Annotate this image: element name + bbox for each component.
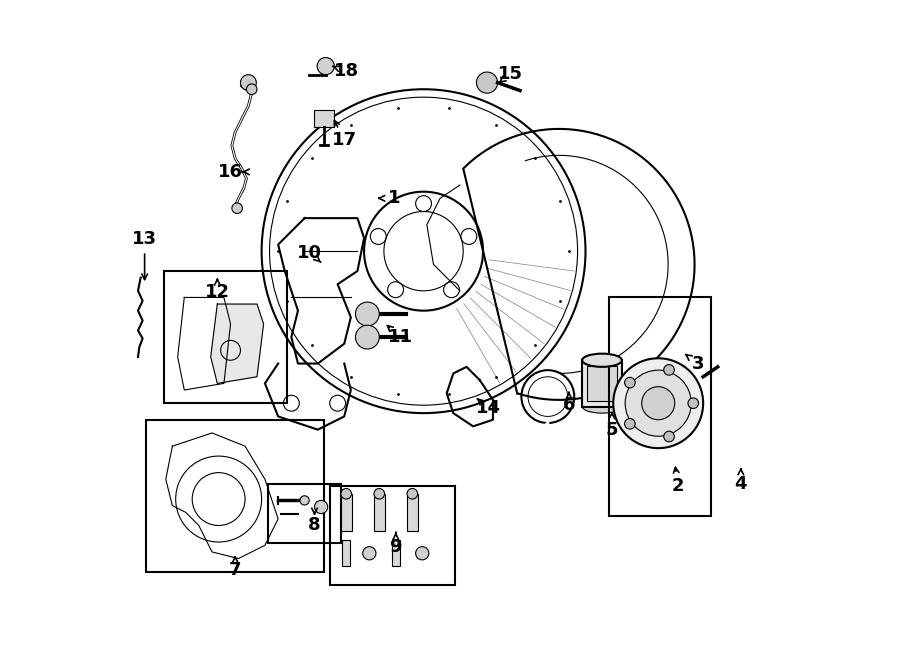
Circle shape [232, 203, 242, 214]
Bar [268, 484, 341, 543]
Bar [582, 360, 622, 407]
Bar [314, 110, 334, 127]
Text: 8: 8 [308, 516, 320, 535]
Bar [146, 420, 324, 572]
Ellipse shape [582, 354, 622, 367]
Circle shape [688, 398, 698, 408]
Bar [341, 494, 352, 531]
Circle shape [317, 58, 334, 75]
Circle shape [626, 370, 691, 436]
Text: 2: 2 [671, 477, 684, 495]
Text: 9: 9 [390, 538, 402, 557]
Circle shape [247, 84, 257, 95]
Bar [165, 271, 287, 403]
Circle shape [416, 547, 428, 560]
Circle shape [314, 500, 328, 514]
Text: 12: 12 [205, 283, 230, 301]
Circle shape [625, 377, 635, 388]
Text: 13: 13 [132, 230, 157, 249]
Circle shape [363, 547, 376, 560]
Text: 10: 10 [297, 243, 322, 262]
Text: 15: 15 [499, 65, 523, 83]
Circle shape [625, 418, 635, 429]
Bar [342, 540, 350, 566]
Polygon shape [211, 304, 264, 383]
Bar [588, 366, 617, 401]
Ellipse shape [582, 400, 622, 413]
Text: 14: 14 [476, 399, 500, 418]
Text: 18: 18 [334, 62, 359, 81]
Circle shape [300, 496, 310, 505]
Circle shape [407, 488, 418, 499]
Bar [329, 486, 455, 585]
Text: 11: 11 [388, 328, 413, 346]
Circle shape [664, 365, 674, 375]
Circle shape [476, 72, 498, 93]
Text: 6: 6 [562, 395, 575, 414]
Bar [374, 494, 384, 531]
Text: 16: 16 [218, 163, 243, 181]
Text: 4: 4 [734, 475, 747, 493]
Bar [407, 494, 418, 531]
Circle shape [664, 431, 674, 442]
Circle shape [356, 302, 379, 326]
Bar [392, 540, 400, 566]
Text: 17: 17 [332, 131, 356, 149]
Text: 3: 3 [691, 354, 704, 373]
Bar [608, 297, 711, 516]
Circle shape [341, 488, 352, 499]
Circle shape [374, 488, 384, 499]
Circle shape [356, 325, 379, 349]
Circle shape [613, 358, 703, 448]
Circle shape [240, 75, 256, 91]
Text: 7: 7 [229, 561, 241, 579]
Text: 5: 5 [606, 420, 618, 439]
Text: 1: 1 [388, 189, 400, 208]
Circle shape [642, 387, 675, 420]
